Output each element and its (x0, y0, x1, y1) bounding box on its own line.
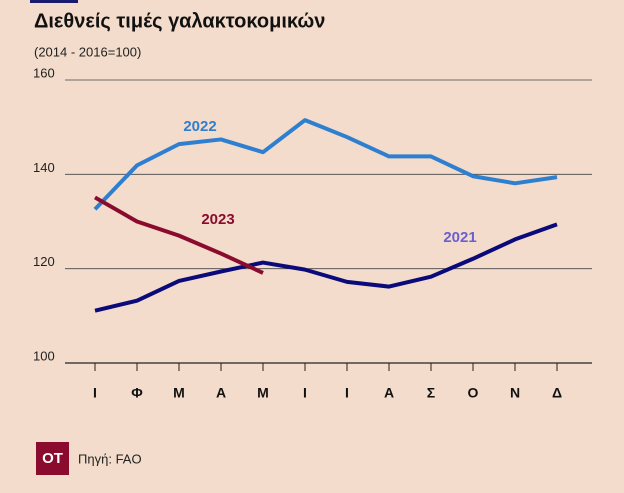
series-label: 2021 (443, 229, 476, 246)
x-tick-label: Ο (468, 385, 479, 401)
line-series (94, 222, 558, 313)
line-series (94, 195, 264, 275)
logo-box (36, 442, 69, 475)
x-tick-label: Ι (303, 385, 307, 401)
source: Πηγή: FAO (78, 451, 142, 466)
x-tick-label: Ν (510, 385, 520, 401)
x-tick-label: Ι (93, 385, 97, 401)
chart-title: Διεθνείς τιμές γαλακτοκομικών (34, 10, 325, 32)
series-label: 2023 (201, 211, 234, 228)
x-tick-label: Ι (345, 385, 349, 401)
x-tick-label: Α (384, 385, 394, 401)
x-tick-label: Α (216, 385, 226, 401)
x-tick-label: Μ (257, 385, 269, 401)
y-tick-label: 160 (33, 65, 55, 80)
top-bar (30, 0, 78, 3)
y-tick-label: 140 (33, 160, 55, 175)
chart-subtitle: (2014 - 2016=100) (34, 44, 141, 59)
y-tick-label: 120 (33, 254, 55, 269)
x-tick-label: Δ (552, 385, 562, 401)
x-tick-label: Σ (427, 385, 435, 401)
x-tick-label: Φ (131, 385, 143, 401)
series-label: 2022 (183, 118, 216, 135)
logo: OT (42, 450, 63, 467)
x-tick-label: Μ (173, 385, 185, 401)
line-series (93, 118, 558, 211)
y-tick-label: 100 (33, 348, 55, 363)
